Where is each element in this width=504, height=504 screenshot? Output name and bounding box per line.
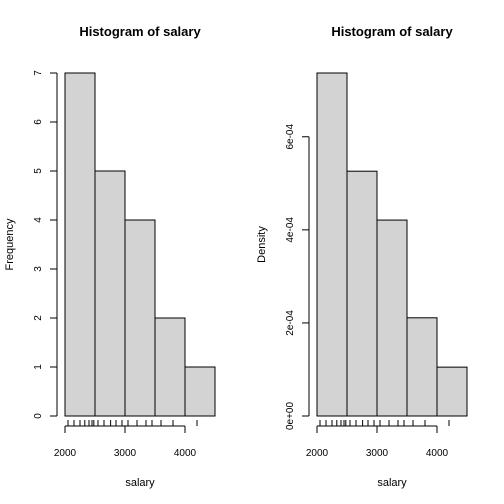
x-tick-label: 2000	[54, 448, 77, 459]
histogram-bar-4	[154, 317, 186, 417]
x-tick-label: 4000	[174, 448, 197, 459]
histogram-bar-3	[376, 219, 408, 417]
x-axis-title: salary	[377, 477, 407, 489]
x-axis-title: salary	[125, 477, 155, 489]
histogram-bar-1	[316, 72, 348, 417]
chart-title: Histogram of salary	[79, 24, 201, 39]
y-tick-label: 6e-04	[285, 124, 296, 150]
histogram-bar-2	[94, 170, 126, 417]
x-tick-label: 3000	[366, 448, 389, 459]
y-tick-label: 0e+00	[285, 402, 296, 431]
y-tick-label: 3	[33, 266, 44, 272]
frequency-histogram-panel: Histogram of salary 2000 3000 4000 0 1 2 3 4 5 6 7 s…	[4, 24, 216, 489]
x-tick-label: 2000	[306, 448, 329, 459]
density-histogram-panel: Histogram of salary 2000 3000 4000 0e+00 2e-0…	[256, 24, 468, 489]
x-tick-label: 4000	[426, 448, 449, 459]
y-tick-label: 1	[33, 364, 44, 370]
y-tick-label: 5	[33, 168, 44, 174]
histogram-bar-3	[124, 219, 156, 417]
y-tick-label: 4	[33, 217, 44, 223]
x-tick-label: 3000	[114, 448, 137, 459]
y-tick-label: 7	[33, 70, 44, 76]
histogram-bar-5	[184, 366, 216, 417]
histogram-bar-4	[406, 317, 438, 417]
y-tick-label: 2e-04	[285, 310, 296, 336]
y-axis-title: Density	[256, 226, 268, 263]
histogram-bar-5	[436, 366, 468, 417]
histogram-bar-1	[64, 72, 96, 417]
y-tick-label: 2	[33, 315, 44, 321]
chart-title: Histogram of salary	[331, 24, 453, 39]
y-tick-label: 4e-04	[285, 217, 296, 243]
y-tick-label: 6	[33, 119, 44, 125]
y-tick-label: 0	[33, 413, 44, 419]
y-axis-title: Frequency	[4, 218, 16, 270]
histogram-bar-2	[346, 170, 378, 417]
